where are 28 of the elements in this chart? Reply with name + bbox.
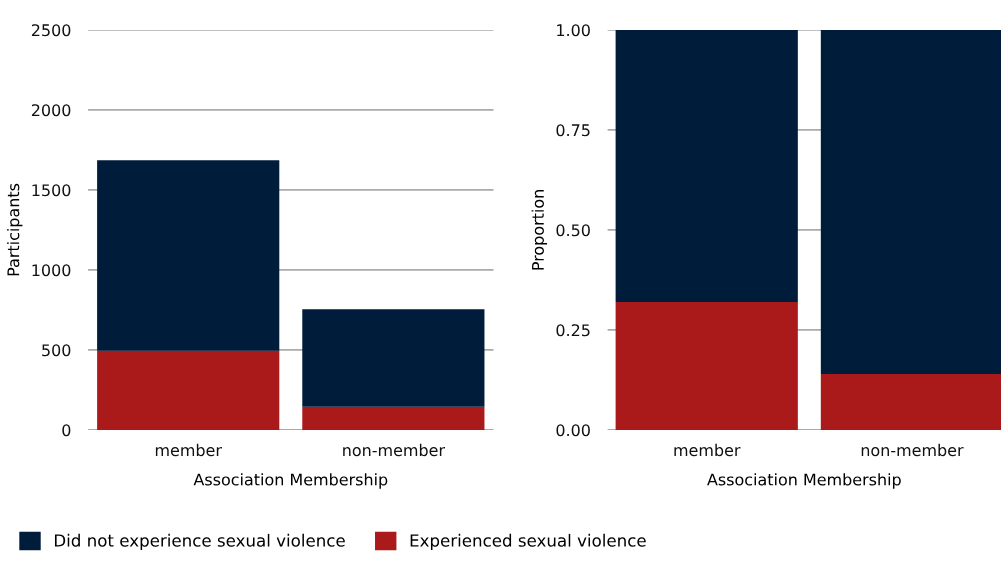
legend-label: Did not experience sexual violence	[54, 533, 345, 550]
y-tick-label: 1500	[32, 184, 71, 197]
bar	[97, 160, 280, 351]
y-tick-label: 0.50	[556, 224, 590, 237]
y-tick-label: 2500	[31, 24, 71, 37]
y-tick-label: 1000	[32, 264, 71, 277]
bar	[302, 406, 485, 430]
bar	[615, 29, 798, 302]
y-axis-title: Participants	[6, 183, 23, 276]
x-tick-label: member	[155, 443, 222, 457]
y-tick-label: 1.00	[557, 24, 590, 37]
x-tick-label: non-member	[343, 443, 445, 457]
y-tick-label: 0.75	[556, 124, 590, 137]
y-axis-title: Proportion	[531, 190, 548, 270]
bar	[615, 301, 798, 430]
x-axis-title: Association Membership	[193, 473, 388, 489]
y-tick-label: 0.00	[556, 424, 590, 437]
y-tick-label: 0.25	[556, 324, 590, 337]
y-tick-label: 2000	[31, 104, 71, 117]
bar	[820, 373, 1001, 430]
y-tick-label: 0	[62, 424, 71, 437]
x-tick-label: non-member	[861, 443, 964, 457]
bar	[302, 309, 485, 407]
y-tick-label: 500	[42, 344, 71, 357]
x-tick-label: member	[674, 443, 741, 457]
legend-label: Experienced sexual violence	[410, 533, 646, 550]
x-axis-title: Association Membership	[707, 473, 901, 489]
bar	[97, 350, 280, 430]
